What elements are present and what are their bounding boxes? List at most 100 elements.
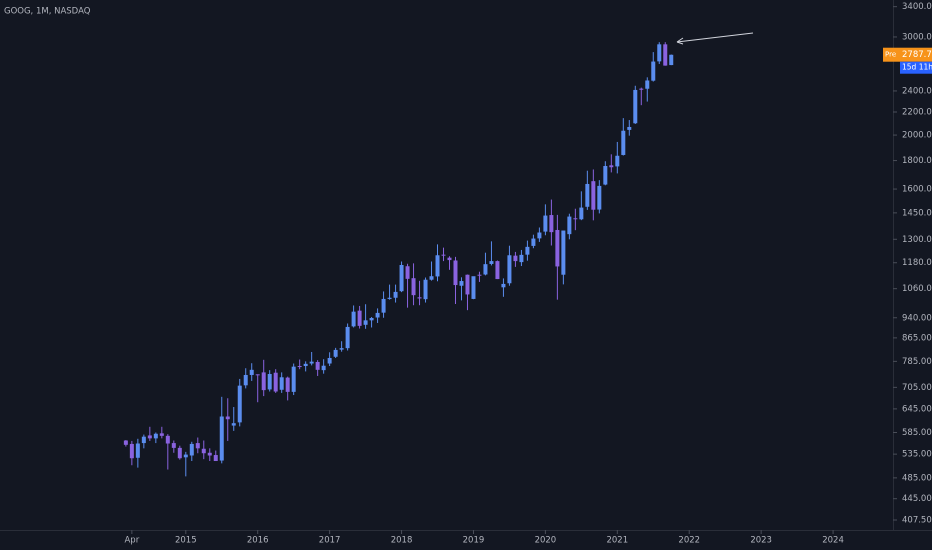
candle-body — [279, 377, 284, 390]
y-tick-label: 785.00 — [902, 357, 932, 367]
arrow-head — [676, 37, 684, 45]
candle-body — [201, 448, 206, 454]
candle-body — [501, 283, 506, 288]
candle-body — [159, 433, 164, 436]
candle-body — [645, 80, 650, 89]
price-tag-value: 2787.75 — [902, 50, 932, 60]
y-tick-label: 1600.00 — [902, 185, 932, 195]
candle-body — [189, 443, 194, 456]
x-tick-label: 2017 — [319, 536, 341, 546]
candle-body — [213, 455, 218, 462]
candle-body — [489, 261, 494, 264]
y-tick-label: 407.50 — [902, 515, 932, 525]
candle-body — [237, 385, 242, 423]
candle-body — [477, 274, 482, 276]
candle-body — [147, 435, 152, 439]
candle-body — [555, 229, 560, 267]
candle-body — [309, 361, 314, 364]
candle-body — [381, 298, 386, 313]
candle-body — [411, 278, 416, 296]
candle-body — [663, 44, 668, 66]
y-tick-label: 2200.00 — [902, 108, 932, 118]
y-tick-label: 2000.00 — [902, 131, 932, 141]
y-tick-label: 445.00 — [902, 494, 932, 504]
candle-body — [447, 257, 452, 261]
candle-body — [513, 255, 518, 262]
candle-body — [249, 369, 254, 375]
y-tick-label: 1300.00 — [902, 235, 932, 245]
chart-title: GOOG, 1M, NASDAQ — [4, 7, 91, 17]
candle-body — [639, 88, 644, 90]
candle-body — [609, 165, 614, 168]
y-tick-label: 645.00 — [902, 404, 932, 414]
candle-body — [195, 443, 200, 449]
candle-body — [429, 276, 434, 280]
x-tick-label: 2022 — [678, 536, 700, 546]
candle-body — [297, 366, 302, 368]
x-tick-label: 2015 — [175, 536, 197, 546]
candle-body — [543, 215, 548, 232]
y-tick-label: 940.00 — [902, 313, 932, 323]
countdown-box — [900, 61, 932, 74]
candle-body — [519, 254, 524, 263]
candle-body — [375, 312, 380, 318]
candle-body — [153, 433, 158, 439]
candle-body — [399, 264, 404, 292]
price-tag-prefix: Pre — [885, 51, 896, 59]
candle-body — [219, 416, 224, 461]
candle-body — [531, 238, 536, 246]
candle-body — [369, 318, 374, 321]
y-tick-label: 2400.00 — [902, 86, 932, 96]
candle-body — [459, 281, 464, 286]
y-tick-label: 3400.00 — [902, 2, 932, 12]
candle-body — [417, 297, 422, 299]
price-tag-box — [883, 47, 932, 62]
candle-body — [597, 185, 602, 210]
y-tick-label: 865.00 — [902, 333, 932, 343]
candle-body — [651, 61, 656, 81]
y-tick-label: 485.00 — [902, 473, 932, 483]
candle-body — [129, 443, 134, 459]
candle-body — [321, 365, 326, 371]
candle-body — [345, 326, 350, 349]
candle-body — [387, 297, 392, 299]
candle-body — [441, 254, 446, 256]
candle-body — [333, 349, 338, 357]
candle-body — [657, 44, 662, 62]
candle-body — [351, 311, 356, 327]
candle-body — [603, 165, 608, 185]
x-tick-label: 2019 — [463, 536, 485, 546]
candle-body — [273, 372, 278, 392]
candle-body — [303, 363, 308, 367]
x-tick-label: 2018 — [391, 536, 413, 546]
candle-body — [423, 279, 428, 300]
candle-body — [405, 266, 410, 279]
candle-body — [633, 89, 638, 124]
arrow-line — [676, 32, 754, 43]
x-tick-label: 2016 — [247, 536, 269, 546]
candle-body — [171, 443, 176, 448]
candle-body — [363, 320, 368, 325]
candle-body — [549, 215, 554, 233]
candle-body — [255, 374, 260, 376]
candle-body — [231, 423, 236, 426]
candle-body — [465, 274, 470, 295]
candle-body — [327, 357, 332, 364]
x-tick-label: 2020 — [535, 536, 557, 546]
candle-body — [123, 440, 128, 445]
candle-body — [135, 443, 140, 458]
candle-body — [177, 447, 182, 459]
candle-body — [615, 155, 620, 167]
candle-body — [483, 264, 488, 275]
y-tick-label: 3000.00 — [902, 32, 932, 42]
y-tick-label: 585.00 — [902, 428, 932, 438]
candle-body — [165, 435, 170, 444]
candle-body — [525, 246, 530, 255]
y-tick-label: 1180.00 — [902, 258, 932, 268]
y-tick-label: 705.00 — [902, 383, 932, 393]
candle-body — [435, 255, 440, 277]
candle-body — [561, 230, 566, 275]
y-tick-label: 1450.00 — [902, 208, 932, 218]
